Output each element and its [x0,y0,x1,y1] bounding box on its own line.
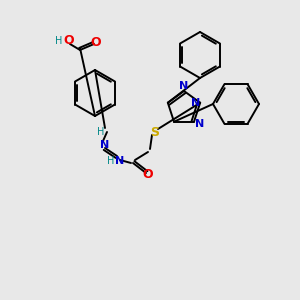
Text: H: H [55,36,62,46]
Text: N: N [116,156,124,166]
Text: N: N [179,81,189,91]
Text: O: O [143,169,153,182]
Text: O: O [91,35,101,49]
Text: O: O [64,34,74,47]
Text: H: H [97,127,105,137]
Text: N: N [190,98,200,108]
Text: N: N [100,140,109,150]
Text: H: H [106,156,114,166]
Text: N: N [195,119,205,129]
Text: S: S [151,125,160,139]
